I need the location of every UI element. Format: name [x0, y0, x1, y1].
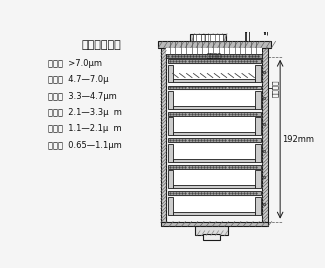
Bar: [195, 226, 228, 236]
Text: 气庞: 气庞: [201, 33, 210, 42]
Text: 捕获粒子范围: 捕获粒子范围: [82, 40, 121, 50]
Bar: [168, 117, 173, 135]
Bar: [173, 159, 255, 162]
Bar: [255, 144, 261, 162]
Bar: [255, 91, 261, 109]
Bar: [168, 65, 173, 83]
Bar: [172, 65, 257, 79]
Bar: [168, 170, 173, 188]
Bar: [190, 34, 226, 41]
Bar: [173, 79, 255, 83]
Bar: [168, 85, 261, 90]
Text: 密封胶圈: 密封胶圈: [272, 80, 279, 97]
Bar: [161, 222, 268, 226]
Bar: [172, 117, 257, 132]
Bar: [172, 91, 257, 106]
Text: 192mm: 192mm: [282, 135, 315, 144]
Bar: [255, 197, 261, 215]
Text: 第二级  4.7—7.0μ: 第二级 4.7—7.0μ: [47, 75, 108, 84]
Bar: [168, 165, 261, 169]
Text: 采样千里: 采样千里: [207, 53, 222, 59]
Bar: [255, 170, 261, 188]
Bar: [168, 91, 173, 109]
Text: 第五级  1.1—2.1μ  m: 第五级 1.1—2.1μ m: [47, 124, 121, 133]
Text: 第四级  2.1—3.3μ  m: 第四级 2.1—3.3μ m: [47, 108, 122, 117]
Bar: [173, 132, 255, 135]
Bar: [168, 197, 173, 215]
Bar: [158, 41, 271, 47]
Text: 第一级  >7.0μm: 第一级 >7.0μm: [47, 59, 102, 68]
Text: 第三级  3.3—4.7μm: 第三级 3.3—4.7μm: [47, 92, 116, 100]
Bar: [255, 65, 261, 83]
Bar: [173, 106, 255, 109]
Bar: [262, 47, 268, 222]
Bar: [172, 197, 257, 211]
Bar: [193, 34, 223, 41]
Text: 第六级  0.65—1.1μm: 第六级 0.65—1.1μm: [47, 141, 121, 150]
Bar: [203, 234, 220, 240]
Bar: [161, 47, 166, 222]
Bar: [173, 211, 255, 215]
Bar: [172, 170, 257, 185]
Bar: [168, 191, 261, 195]
Bar: [168, 112, 261, 116]
Bar: [166, 54, 262, 58]
Bar: [166, 47, 262, 54]
Bar: [173, 185, 255, 188]
Bar: [168, 144, 173, 162]
Bar: [168, 59, 261, 63]
Bar: [168, 138, 261, 142]
Bar: [255, 117, 261, 135]
Bar: [172, 144, 257, 159]
